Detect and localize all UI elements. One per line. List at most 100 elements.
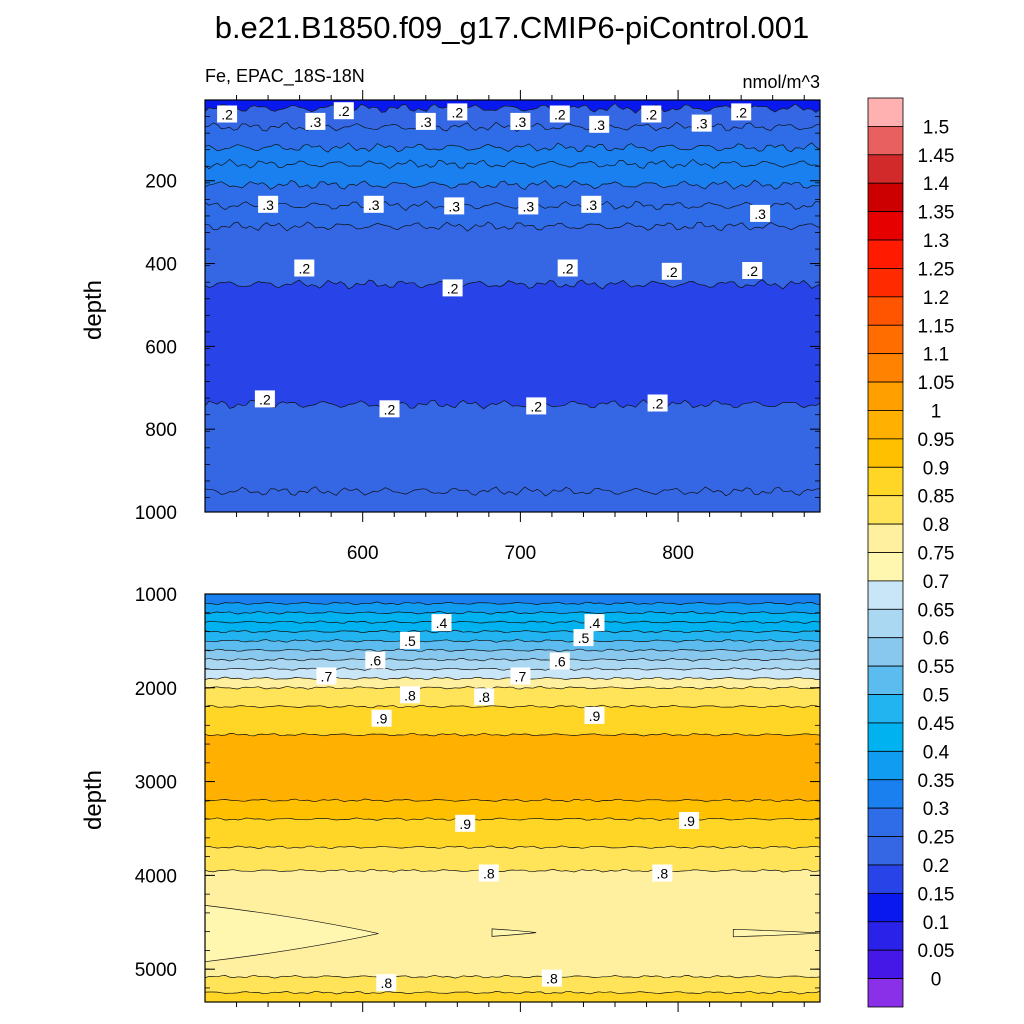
contour-label: .3: [444, 197, 465, 215]
contour-label-box: [363, 195, 384, 213]
contour-label-text: .2: [645, 107, 657, 123]
contour-label-text: .3: [522, 198, 534, 214]
contour-line: [205, 990, 820, 995]
contour-label-text: .2: [746, 263, 758, 279]
contour-label-text: .9: [589, 708, 601, 724]
contour-label-box: [750, 204, 771, 222]
y-tick-label: 1000: [135, 585, 177, 606]
contour-label-box: [415, 112, 436, 130]
contour-line: [205, 685, 820, 690]
contour-band: [205, 798, 820, 821]
colorbar-label: 0.6: [923, 629, 949, 650]
contour-label-box: [400, 631, 420, 649]
y-tick-label: 800: [145, 420, 177, 441]
contour-label: .3: [510, 112, 531, 130]
contour-band: [205, 704, 820, 737]
contour-label-box: [661, 262, 682, 280]
colorbar-swatch: [867, 324, 904, 355]
y-tick-label: 3000: [135, 773, 177, 794]
upper-axes: 200 400 600 800 1000 600 700 800: [135, 90, 820, 564]
contour-label: .7: [316, 667, 337, 685]
contour-label: .2: [442, 279, 463, 297]
contour-line: [205, 732, 820, 737]
contour-label-box: [376, 974, 397, 992]
contour-label-text: .2: [447, 280, 459, 296]
contour-line: [205, 974, 820, 979]
colorbar-label: 0.95: [918, 430, 955, 451]
contour-label-text: .2: [530, 398, 542, 414]
colorbar-label: 0.3: [923, 799, 949, 820]
colorbar-swatch: [867, 807, 904, 837]
contour-label: .8: [376, 974, 397, 992]
y-tick-label: 4000: [135, 866, 177, 887]
contour-label-text: .3: [593, 117, 605, 133]
contour-line: [205, 648, 820, 653]
contour-label-text: .8: [656, 866, 668, 882]
contour-label: .2: [526, 397, 547, 415]
contour-label-box: [518, 197, 539, 215]
lower-contour-labels: .4.5.6.7.8.9.4.5.6.7.8.9.9.8.9.8.8.8: [316, 614, 700, 992]
upper-plot-frame: [204, 99, 821, 513]
y-tick-label: 200: [145, 172, 177, 193]
colorbar-swatch: [867, 97, 904, 127]
colorbar-label: 0.65: [918, 600, 955, 621]
contour-label: .2: [731, 103, 752, 121]
contour-line: [205, 142, 820, 153]
contour-label-box: [510, 112, 531, 130]
contour-label: .2: [217, 105, 238, 123]
colorbar-swatch: [867, 978, 904, 1008]
contour-label-text: .7: [515, 669, 527, 685]
contour-label-box: [584, 706, 605, 724]
y-tick-label: 600: [145, 337, 177, 358]
colorbar-swatch: [867, 154, 904, 184]
contour-label-text: .8: [404, 687, 416, 703]
contour-label-box: [305, 112, 326, 130]
contour-label-box: [254, 390, 275, 408]
colorbar-swatch: [867, 410, 904, 440]
contour-label: .4: [431, 614, 452, 632]
contour-label-text: .2: [338, 103, 350, 119]
colorbar-swatch: [867, 722, 904, 752]
colorbar-label: 1.5: [923, 117, 949, 138]
contour-label: .9: [679, 812, 700, 829]
colorbar-label: 0.8: [923, 515, 949, 536]
lower-panel: .4.5.6.7.8.9.4.5.6.7.8.9.9.8.9.8.8.8 100…: [80, 585, 821, 1012]
contour-label-text: .3: [368, 197, 380, 213]
contour-label-box: [691, 114, 712, 132]
contour-band: [205, 845, 820, 873]
colorbar-swatch: [867, 495, 904, 525]
colorbar-label: 0.55: [918, 657, 955, 678]
contour-label: .2: [254, 390, 275, 408]
contour-line: [205, 102, 820, 114]
colorbar-label: 0: [931, 970, 942, 991]
contour-patch: [205, 905, 379, 963]
contour-band: [205, 610, 820, 624]
contour-label-text: .8: [546, 971, 558, 987]
contour-band: [205, 279, 820, 410]
contour-label: .2: [549, 105, 570, 123]
contour-label-box: [294, 259, 315, 277]
contour-line: [205, 200, 820, 211]
contour-label: .8: [474, 688, 495, 706]
contour-label-text: .2: [259, 391, 271, 407]
contour-label-box: [573, 629, 594, 647]
contour-label-box: [316, 667, 337, 685]
contour-label: .2: [557, 259, 578, 277]
colorbar-label: 0.35: [918, 771, 955, 792]
colorbar: 1.5 1.45 1.4 1.35 1.3 1.25 1.2 1.15 1.1 1.05 1 0.95…: [867, 97, 955, 1008]
contour-label-text: .2: [384, 401, 396, 417]
contour-label: .3: [363, 195, 384, 213]
contour-label: .7: [510, 667, 531, 685]
contour-label-text: .2: [562, 261, 574, 277]
colorbar-swatch: [867, 239, 904, 269]
contour-label-box: [478, 864, 499, 882]
colorbar-label: 0.75: [918, 544, 955, 565]
colorbar-label: 1.4: [923, 174, 950, 195]
colorbar-swatch: [867, 750, 904, 781]
contour-label: .2: [661, 262, 682, 280]
contour-label-text: .4: [436, 615, 448, 631]
lower-axes: 1000 2000 3000 4000 5000: [135, 585, 820, 1012]
colorbar-swatch: [867, 552, 904, 582]
colorbar-swatch: [867, 438, 904, 468]
contour-label-text: .2: [451, 104, 463, 120]
